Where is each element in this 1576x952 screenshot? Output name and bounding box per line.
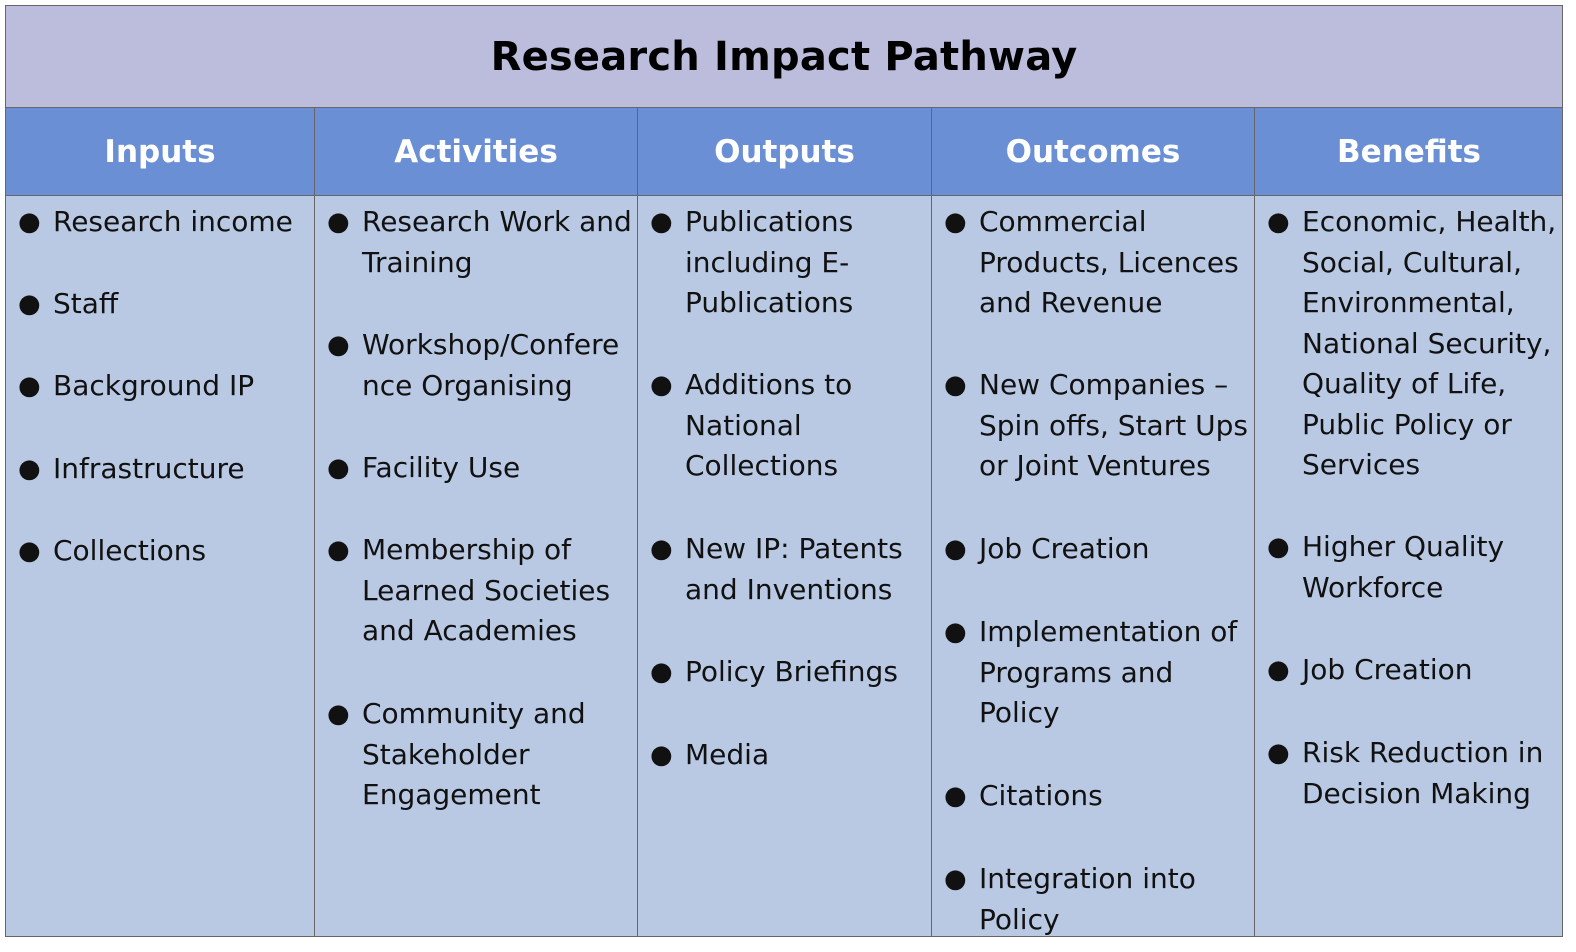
bullet-icon: ●	[1267, 532, 1290, 562]
column-header-outcomes: Outcomes	[1005, 133, 1181, 170]
column-header-benefits: Benefits	[1337, 133, 1481, 170]
list-item: ● Integration into Policy	[932, 859, 1254, 940]
bullet-icon: ●	[18, 289, 41, 319]
list-item: ● New Companies – Spin offs, Start Ups or…	[932, 365, 1254, 487]
bullet-icon: ●	[327, 207, 350, 237]
bullet-icon: ●	[1267, 207, 1290, 237]
list-item: ● Collections	[6, 531, 314, 572]
activities-column: ● Research Work and Training ● Workshop/Co…	[315, 196, 637, 936]
bullet-icon: ●	[944, 534, 967, 564]
list-item: ● Citations	[932, 776, 1254, 817]
list-item: ● New IP: Patents and Inventions	[638, 529, 931, 610]
list-item: ● Media	[638, 735, 931, 776]
list-item: ● Risk Reduction in Decision Making	[1255, 733, 1563, 814]
bullet-icon: ●	[327, 699, 350, 729]
bullet-icon: ●	[327, 330, 350, 360]
bullet-icon: ●	[1267, 655, 1290, 685]
benefits-column: ● Economic, Health, Social, Cultural, Env…	[1255, 196, 1563, 936]
bullet-icon: ●	[18, 371, 41, 401]
list-item: ● Job Creation	[1255, 650, 1563, 691]
list-item: ● Community and Stakeholder Engagement	[315, 694, 637, 816]
outputs-column: ● Publications including E-Publications ●…	[638, 196, 931, 936]
list-item: ● Job Creation	[932, 529, 1254, 570]
bullet-icon: ●	[650, 657, 673, 687]
title-bar: Research Impact Pathway	[6, 6, 1562, 108]
list-item: ● Workshop/Confere nce Organising	[315, 325, 637, 406]
list-item: ● Higher Quality Workforce	[1255, 527, 1563, 608]
list-item: ● Staff	[6, 284, 314, 325]
list-item: ● Policy Briefings	[638, 652, 931, 693]
bullet-icon: ●	[650, 534, 673, 564]
bullet-icon: ●	[327, 535, 350, 565]
bullet-icon: ●	[327, 453, 350, 483]
list-item: ● Publications including E-Publications	[638, 202, 931, 324]
impact-table: Research Impact Pathway Inputs Activitie…	[5, 5, 1563, 937]
bullet-icon: ●	[650, 740, 673, 770]
list-item: ● Research Work and Training	[315, 202, 637, 283]
page-title: Research Impact Pathway	[490, 33, 1078, 80]
bullet-icon: ●	[18, 454, 41, 484]
header-row: Inputs Activities Outputs Outcomes Benef…	[6, 108, 1562, 196]
column-header-outputs: Outputs	[714, 133, 855, 170]
bullet-icon: ●	[944, 781, 967, 811]
bullet-icon: ●	[944, 207, 967, 237]
inputs-column: ● Research income ● Staff ● Background IP ●…	[6, 196, 314, 936]
bullet-icon: ●	[1267, 738, 1290, 768]
list-item: ● Implementation of Programs and Policy	[932, 612, 1254, 734]
bullet-icon: ●	[18, 536, 41, 566]
outcomes-column: ● Commercial Products, Licences and Reven…	[932, 196, 1254, 936]
list-item: ● Economic, Health, Social, Cultural, Env…	[1255, 202, 1563, 486]
bullet-icon: ●	[18, 207, 41, 237]
column-header-activities: Activities	[394, 133, 558, 170]
column-header-inputs: Inputs	[104, 133, 216, 170]
list-item: ● Facility Use	[315, 448, 637, 489]
column-divider	[637, 108, 638, 936]
list-item: ● Additions to National Collections	[638, 365, 931, 487]
list-item: ● Research income	[6, 202, 314, 243]
bullet-icon: ●	[650, 207, 673, 237]
column-divider	[1254, 108, 1255, 936]
list-item: ● Commercial Products, Licences and Reven…	[932, 202, 1254, 324]
bullet-icon: ●	[944, 370, 967, 400]
list-item: ● Membership of Learned Societies and Aca…	[315, 530, 637, 652]
list-item: ● Background IP	[6, 366, 314, 407]
bullet-icon: ●	[944, 617, 967, 647]
list-item: ● Infrastructure	[6, 449, 314, 490]
column-divider	[931, 108, 932, 936]
column-divider	[314, 108, 315, 936]
bullet-icon: ●	[944, 864, 967, 894]
bullet-icon: ●	[650, 370, 673, 400]
